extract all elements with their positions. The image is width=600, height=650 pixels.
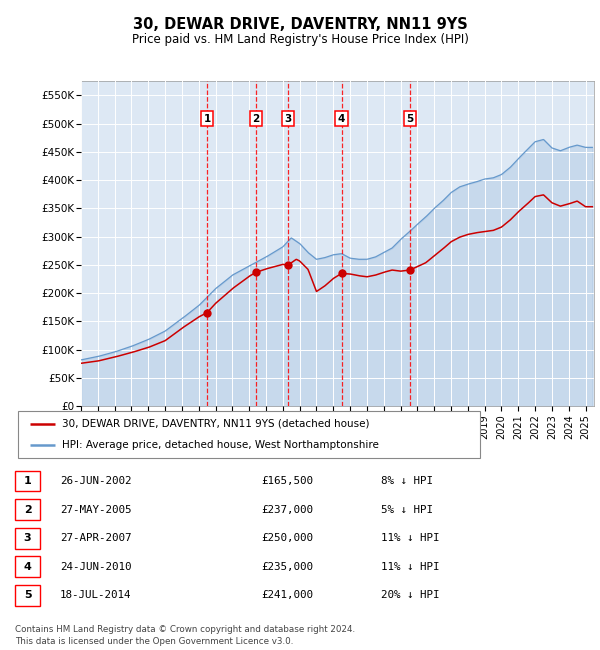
Text: 1: 1	[203, 114, 211, 124]
Text: 24-JUN-2010: 24-JUN-2010	[60, 562, 131, 572]
Text: 1: 1	[24, 476, 31, 486]
Text: 30, DEWAR DRIVE, DAVENTRY, NN11 9YS (detached house): 30, DEWAR DRIVE, DAVENTRY, NN11 9YS (det…	[62, 419, 370, 428]
Text: £165,500: £165,500	[261, 476, 313, 486]
Text: 4: 4	[23, 562, 32, 572]
Text: 20% ↓ HPI: 20% ↓ HPI	[381, 590, 439, 601]
Text: 11% ↓ HPI: 11% ↓ HPI	[381, 533, 439, 543]
Text: Contains HM Land Registry data © Crown copyright and database right 2024.: Contains HM Land Registry data © Crown c…	[15, 625, 355, 634]
Text: 5: 5	[406, 114, 413, 124]
Text: 3: 3	[284, 114, 292, 124]
Text: £250,000: £250,000	[261, 533, 313, 543]
Text: This data is licensed under the Open Government Licence v3.0.: This data is licensed under the Open Gov…	[15, 636, 293, 645]
Text: £241,000: £241,000	[261, 590, 313, 601]
Text: 30, DEWAR DRIVE, DAVENTRY, NN11 9YS: 30, DEWAR DRIVE, DAVENTRY, NN11 9YS	[133, 17, 467, 32]
Text: 3: 3	[24, 533, 31, 543]
Text: 4: 4	[338, 114, 345, 124]
Text: 27-APR-2007: 27-APR-2007	[60, 533, 131, 543]
Text: 26-JUN-2002: 26-JUN-2002	[60, 476, 131, 486]
Text: HPI: Average price, detached house, West Northamptonshire: HPI: Average price, detached house, West…	[62, 441, 379, 450]
Text: £237,000: £237,000	[261, 504, 313, 515]
FancyBboxPatch shape	[18, 411, 480, 458]
Text: £235,000: £235,000	[261, 562, 313, 572]
Text: 5% ↓ HPI: 5% ↓ HPI	[381, 504, 433, 515]
Text: 11% ↓ HPI: 11% ↓ HPI	[381, 562, 439, 572]
Text: 18-JUL-2014: 18-JUL-2014	[60, 590, 131, 601]
Text: 27-MAY-2005: 27-MAY-2005	[60, 504, 131, 515]
Text: 5: 5	[24, 590, 31, 601]
Text: 2: 2	[253, 114, 260, 124]
Text: Price paid vs. HM Land Registry's House Price Index (HPI): Price paid vs. HM Land Registry's House …	[131, 32, 469, 46]
Text: 2: 2	[24, 504, 31, 515]
Text: 8% ↓ HPI: 8% ↓ HPI	[381, 476, 433, 486]
